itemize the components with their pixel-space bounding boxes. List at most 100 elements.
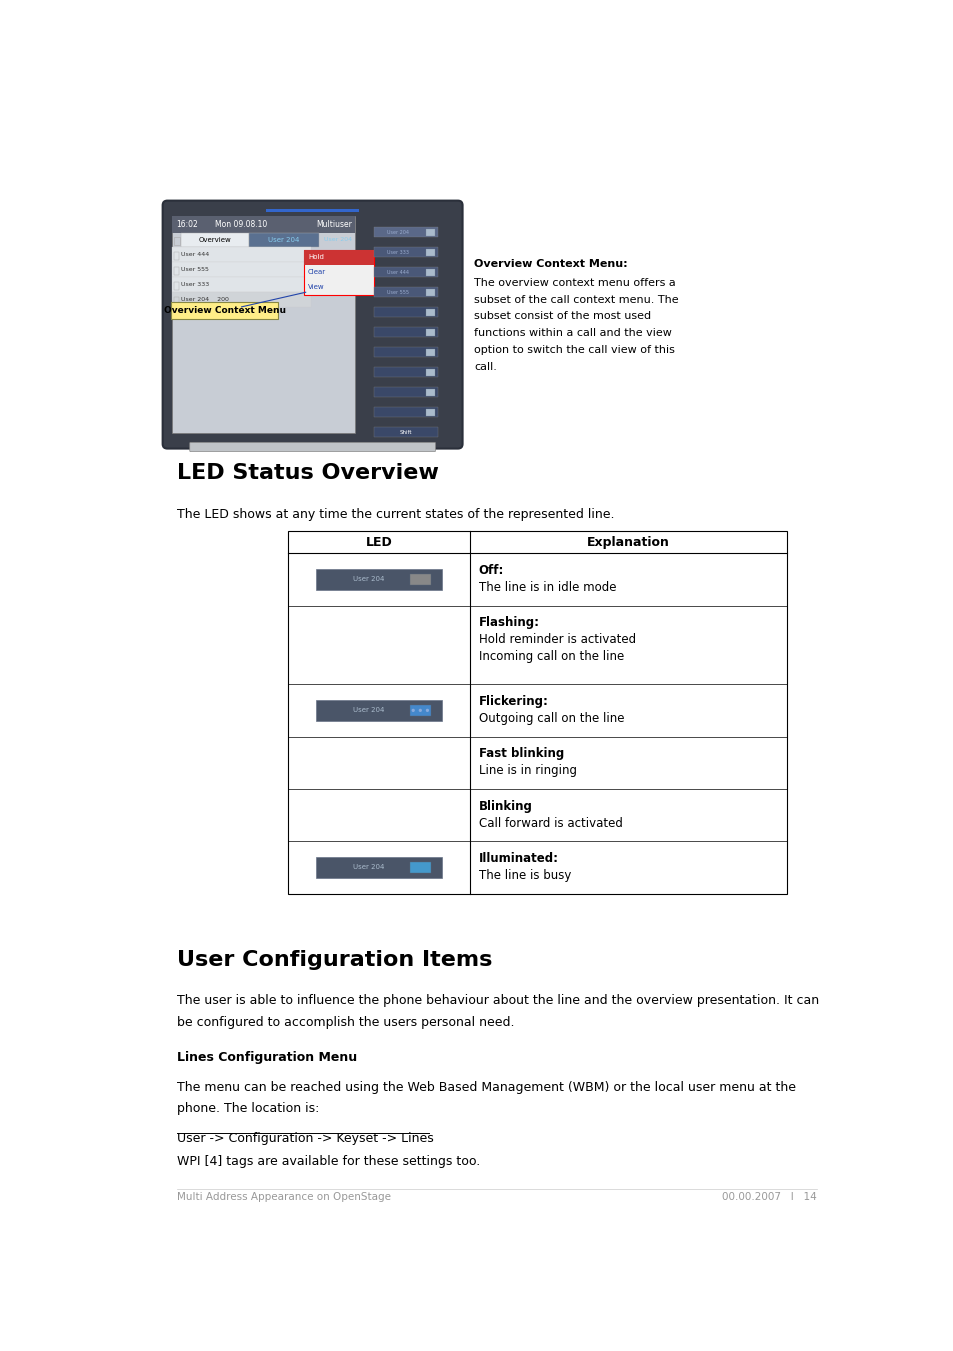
Text: Mon 09.08.10: Mon 09.08.10	[215, 220, 268, 228]
Text: User 444: User 444	[181, 253, 210, 257]
Text: Flashing:: Flashing:	[478, 616, 539, 630]
Bar	[172, 216, 355, 434]
Text: User 333: User 333	[181, 282, 210, 286]
Text: Overview Context Menu: Overview Context Menu	[164, 307, 285, 315]
Bar	[172, 247, 311, 262]
Text: User 555: User 555	[387, 289, 409, 295]
Bar	[172, 292, 311, 307]
Bar	[173, 267, 179, 274]
Bar	[409, 574, 431, 585]
Text: Outgoing call on the line: Outgoing call on the line	[478, 712, 623, 725]
Text: User 333: User 333	[387, 250, 409, 254]
Text: Incoming call on the line: Incoming call on the line	[478, 650, 623, 663]
Text: User 204: User 204	[353, 865, 384, 870]
Text: option to switch the call view of this: option to switch the call view of this	[474, 346, 675, 355]
Bar	[266, 208, 358, 212]
Text: 00.00.2007   I   14: 00.00.2007 I 14	[721, 1192, 816, 1201]
Bar	[374, 307, 437, 317]
Text: phone. The location is:: phone. The location is:	[177, 1102, 319, 1116]
Bar	[409, 705, 431, 716]
Text: The user is able to influence the phone behaviour about the line and the overvie: The user is able to influence the phone …	[177, 994, 819, 1008]
Bar	[426, 228, 435, 235]
Bar	[409, 862, 431, 873]
Text: Fast blinking: Fast blinking	[478, 747, 563, 761]
Bar	[288, 531, 786, 893]
Bar	[172, 216, 355, 232]
Text: Line is in ringing: Line is in ringing	[478, 765, 577, 777]
Text: Illuminated:: Illuminated:	[478, 852, 558, 865]
Text: WPI [4] tags are available for these settings too.: WPI [4] tags are available for these set…	[177, 1155, 480, 1169]
Bar	[426, 269, 435, 276]
Text: User 204    200: User 204 200	[181, 297, 229, 303]
Bar	[374, 286, 437, 297]
Bar	[304, 250, 374, 296]
Bar	[426, 369, 435, 376]
Text: User 444: User 444	[387, 270, 409, 274]
Bar	[374, 227, 437, 238]
Text: Hold reminder is activated: Hold reminder is activated	[478, 634, 636, 646]
Text: User 204: User 204	[268, 236, 299, 243]
Bar	[173, 282, 179, 289]
Bar	[374, 267, 437, 277]
Text: functions within a call and the view: functions within a call and the view	[474, 328, 671, 339]
Bar	[173, 297, 179, 304]
Bar	[315, 857, 441, 878]
Bar	[374, 386, 437, 397]
Text: Clear: Clear	[308, 269, 326, 276]
Text: Call forward is activated: Call forward is activated	[478, 816, 622, 830]
Circle shape	[419, 709, 421, 711]
Text: View: View	[308, 284, 324, 290]
Text: Multiuser: Multiuser	[315, 220, 352, 228]
Text: User 204: User 204	[387, 230, 409, 235]
FancyBboxPatch shape	[190, 442, 435, 451]
Text: User 204: User 204	[353, 577, 384, 582]
Bar	[426, 328, 435, 336]
Bar	[172, 262, 311, 277]
Text: The LED shows at any time the current states of the represented line.: The LED shows at any time the current st…	[177, 508, 615, 521]
Bar	[181, 232, 249, 247]
FancyBboxPatch shape	[162, 200, 462, 449]
Text: call.: call.	[474, 362, 497, 373]
Text: Hold: Hold	[308, 254, 324, 261]
Bar	[315, 569, 441, 590]
Text: Overview Context Menu:: Overview Context Menu:	[474, 259, 627, 269]
Bar	[315, 700, 441, 720]
Text: Overview: Overview	[198, 236, 232, 243]
Bar	[374, 407, 437, 417]
Text: subset of the call context menu. The: subset of the call context menu. The	[474, 295, 679, 304]
Bar	[374, 427, 437, 438]
Text: The line is busy: The line is busy	[478, 869, 571, 882]
Text: Explanation: Explanation	[586, 535, 669, 549]
Text: User 555: User 555	[181, 267, 209, 272]
Text: User Configuration Items: User Configuration Items	[177, 950, 493, 970]
Bar	[426, 309, 435, 316]
Bar	[374, 247, 437, 257]
Bar	[249, 232, 318, 247]
Bar	[304, 250, 374, 265]
Text: 16:02: 16:02	[175, 220, 197, 228]
Circle shape	[426, 709, 428, 711]
Bar	[374, 367, 437, 377]
Text: The menu can be reached using the Web Based Management (WBM) or the local user m: The menu can be reached using the Web Ba…	[177, 1081, 796, 1094]
Text: Lines Configuration Menu: Lines Configuration Menu	[177, 1051, 357, 1065]
Bar	[171, 303, 278, 319]
Text: be configured to accomplish the users personal need.: be configured to accomplish the users pe…	[177, 1016, 515, 1029]
Bar	[172, 277, 311, 292]
Text: User 204: User 204	[323, 238, 352, 242]
Bar	[374, 327, 437, 338]
Text: LED: LED	[365, 535, 392, 549]
Bar	[426, 409, 435, 416]
Bar	[426, 249, 435, 255]
Text: The line is in idle mode: The line is in idle mode	[478, 581, 616, 594]
Bar	[426, 349, 435, 355]
Bar	[374, 347, 437, 357]
Text: Off:: Off:	[478, 565, 504, 577]
Text: User -> Configuration -> Keyset -> Lines: User -> Configuration -> Keyset -> Lines	[177, 1132, 434, 1146]
Bar	[426, 289, 435, 296]
Circle shape	[412, 709, 414, 711]
Bar	[426, 389, 435, 396]
Bar	[173, 236, 179, 245]
Text: Multi Address Appearance on OpenStage: Multi Address Appearance on OpenStage	[177, 1192, 391, 1201]
Text: subset consist of the most used: subset consist of the most used	[474, 312, 651, 322]
Text: Flickering:: Flickering:	[478, 694, 548, 708]
